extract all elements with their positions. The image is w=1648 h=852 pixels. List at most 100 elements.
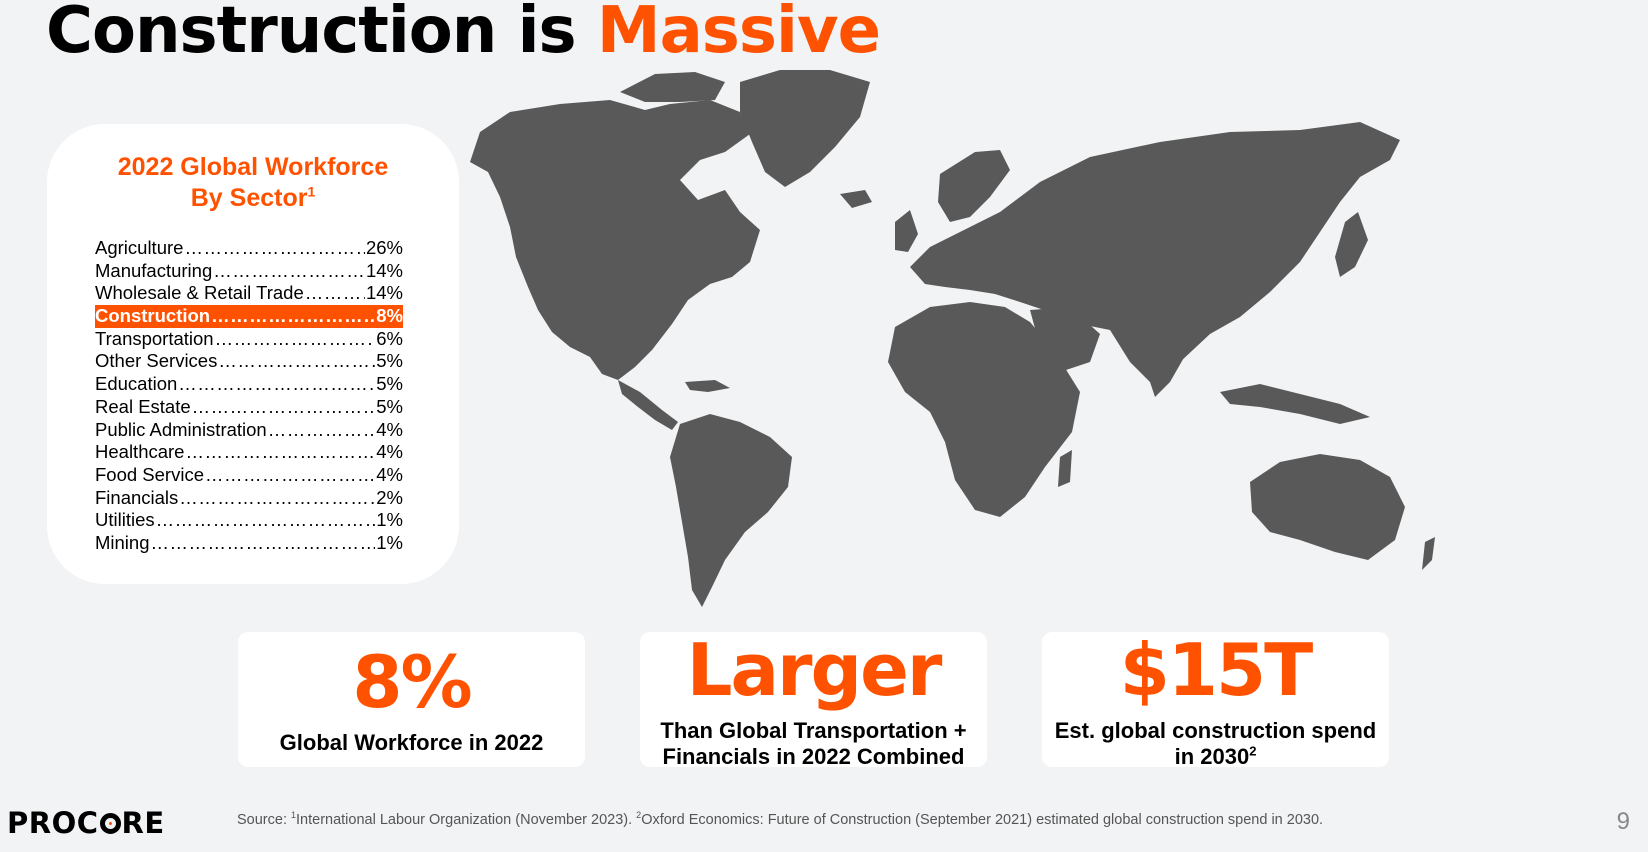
sector-row-other-services: Other Services……………………………………………………………………… [95, 350, 403, 373]
leader-dots: …………………………………………………………………………………………………………… [213, 259, 365, 281]
leader-dots: …………………………………………………………………………………………………………… [214, 327, 376, 349]
map-africa [888, 302, 1080, 517]
leader-dots: …………………………………………………………………………………………………………… [184, 237, 365, 258]
sector-label: Mining [95, 531, 150, 553]
leader-dots: …………………………………………………………………………………………………………… [304, 282, 365, 304]
stat-big-value: $15T [1119, 628, 1313, 712]
sector-label: Food Service [95, 463, 204, 485]
map-madagascar [1058, 450, 1072, 487]
leader-dots: …………………………………………………………………………………………………………… [179, 486, 375, 508]
sector-label: Real Estate [95, 395, 191, 417]
procore-logo: PROC RE [7, 806, 165, 840]
map-south-america [670, 414, 792, 607]
source-prefix: Source: [237, 812, 291, 828]
title-accent: Massive [596, 0, 881, 68]
stat-card-workforce: 8% Global Workforce in 2022 [238, 632, 585, 767]
map-iceland [840, 190, 872, 208]
sector-label: Transportation [95, 327, 214, 349]
sector-row-healthcare: Healthcare………………………………………………………………………………… [95, 441, 403, 464]
sector-label: Agriculture [95, 237, 184, 258]
sector-card-title: 2022 Global Workforce By Sector1 [47, 152, 459, 214]
sector-value: 6% [376, 327, 403, 349]
source-sup-2: 2 [636, 810, 642, 821]
map-arabia [1030, 307, 1100, 372]
map-australia [1250, 454, 1405, 560]
sector-label: Education [95, 373, 178, 395]
sector-label: Financials [95, 486, 179, 508]
sector-row-real-estate: Real Estate……………………………………………………………………………… [95, 396, 403, 419]
source-sup-1: 1 [291, 810, 297, 821]
sector-title-line1: 2022 Global Workforce [117, 153, 389, 181]
leader-dots: …………………………………………………………………………………………………………… [155, 509, 376, 531]
sector-list: Agriculture……………………………………………………………………………… [95, 237, 403, 555]
source-footnote: Source: 1International Labour Organizati… [237, 810, 1324, 828]
map-india [1140, 322, 1190, 397]
stat-card-larger: Larger Than Global Transportation + Finan… [640, 628, 987, 770]
map-central-america [618, 380, 678, 430]
sector-label: Public Administration [95, 418, 267, 440]
page-number: 9 [1616, 808, 1630, 835]
map-arctic-islands [620, 72, 725, 102]
sector-label: Wholesale & Retail Trade [95, 282, 304, 304]
sector-value: 8% [376, 305, 403, 327]
sector-value: 4% [376, 418, 403, 440]
sector-value: 5% [376, 395, 403, 417]
sector-label: Manufacturing [95, 259, 213, 281]
sector-value: 14% [365, 282, 403, 304]
sector-label: Utilities [95, 509, 155, 531]
sector-value: 4% [376, 441, 403, 463]
sector-value: 2% [376, 486, 403, 508]
stat-desc-line2: in 2030 [1174, 744, 1250, 769]
leader-dots: …………………………………………………………………………………………………………… [211, 305, 375, 327]
logo-o-icon [99, 812, 121, 834]
stat-description: Est. global construction spend in 20302 [1042, 718, 1389, 770]
sector-row-mining: Mining…………………………………………………………………………………………… [95, 532, 403, 555]
sector-row-food-service: Food Service…………………………………………………………………………… [95, 464, 403, 487]
leader-dots: …………………………………………………………………………………………………………… [150, 531, 376, 553]
sector-row-education: Education…………………………………………………………………………………… [95, 373, 403, 396]
stat-desc-line1: Global Workforce in 2022 [279, 730, 544, 755]
sector-label: Healthcare [95, 441, 185, 463]
source-text-1: International Labour Organization (Novem… [296, 812, 637, 828]
stat-card-spend: $15T Est. global construction spend in 20… [1042, 628, 1389, 770]
map-sea-islands [1220, 384, 1370, 424]
map-eurasia [910, 122, 1400, 382]
sector-value: 1% [376, 509, 403, 531]
sector-value: 14% [365, 259, 403, 281]
leader-dots: …………………………………………………………………………………………………………… [205, 463, 376, 485]
map-japan [1335, 212, 1368, 277]
sector-row-public-administration: Public Administration…………………………………………………… [95, 419, 403, 442]
sector-title-line2: By Sector [190, 184, 308, 212]
stat-description: Global Workforce in 2022 [238, 730, 585, 756]
stat-description: Than Global Transportation + Financials i… [640, 718, 987, 770]
logo-text-left: PROC [7, 806, 99, 840]
sector-label: Other Services [95, 350, 218, 372]
sector-row-construction-highlight: Construction…………………………………………………………………………… [95, 305, 403, 328]
leader-dots: …………………………………………………………………………………………………………… [185, 441, 376, 463]
sector-value: 1% [376, 531, 403, 553]
title-prefix: Construction is [46, 0, 597, 68]
map-greenland [740, 70, 870, 187]
sector-label: Construction [95, 305, 211, 327]
leader-dots: …………………………………………………………………………………………………………… [178, 373, 375, 395]
map-north-america [470, 100, 760, 380]
leader-dots: …………………………………………………………………………………………………………… [191, 395, 376, 417]
sector-card: 2022 Global Workforce By Sector1 Agricul… [47, 124, 459, 584]
stat-desc-line1: Than Global Transportation + [660, 718, 967, 743]
sector-row-wholesale-retail: Wholesale & Retail Trade…………………………………………… [95, 282, 403, 305]
map-caribbean [685, 380, 730, 392]
sector-row-utilities: Utilities…………………………………………………………………………………… [95, 509, 403, 532]
sector-row-manufacturing: Manufacturing………………………………………………………………………… [95, 260, 403, 283]
stat-desc-line1: Est. global construction spend [1054, 718, 1377, 743]
source-text-2: Oxford Economics: Future of Construction… [641, 812, 1324, 828]
map-new-zealand [1422, 537, 1435, 570]
stat-desc-line2: Financials in 2022 Combined [662, 744, 965, 769]
stat-big-value: Larger [686, 628, 943, 712]
stat-desc-footnote: 2 [1249, 743, 1257, 759]
leader-dots: …………………………………………………………………………………………………………… [218, 350, 375, 372]
sector-row-financials: Financials………………………………………………………………………………… [95, 487, 403, 510]
sector-value: 26% [365, 237, 403, 258]
sector-value: 4% [376, 463, 403, 485]
logo-text-right: RE [121, 806, 165, 840]
stat-big-value: 8% [352, 640, 472, 724]
